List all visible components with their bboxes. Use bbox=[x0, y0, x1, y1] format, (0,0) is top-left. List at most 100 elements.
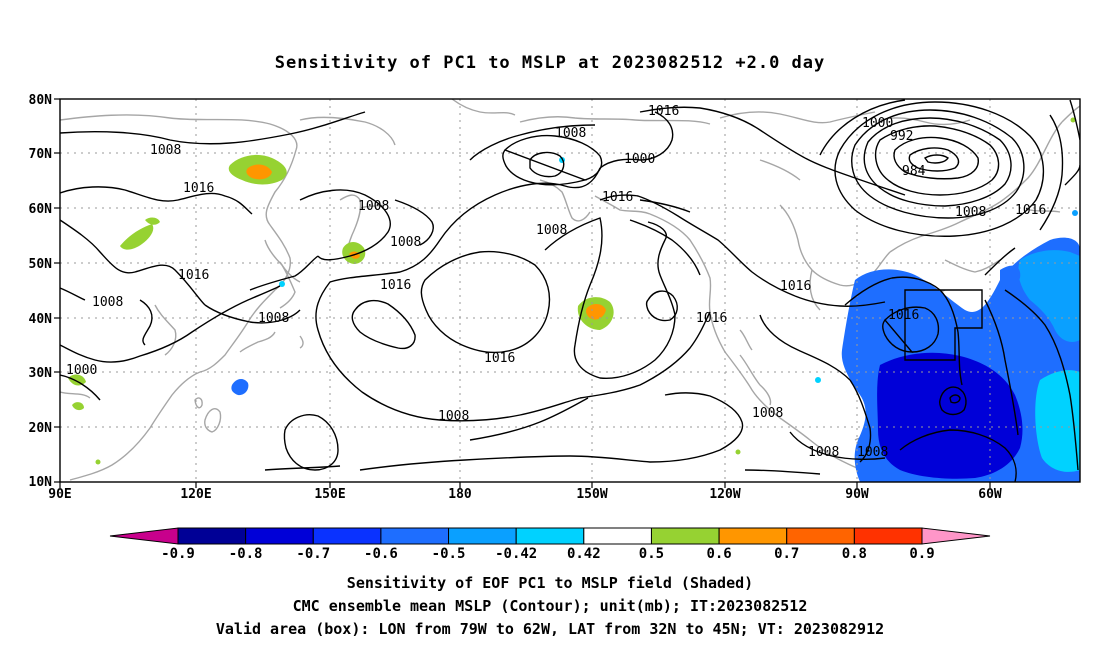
colorbar-label: 0.7 bbox=[774, 546, 799, 562]
colorbar-label: -0.7 bbox=[296, 546, 330, 562]
contour-label: 1016 bbox=[780, 279, 811, 294]
lat-tick-label: 30N bbox=[29, 366, 53, 381]
lat-tick-label: 20N bbox=[29, 421, 53, 436]
colorbar-high-arrow bbox=[921, 527, 991, 545]
positive-spot-north-pacific-core bbox=[586, 304, 606, 320]
contour-label: 1016 bbox=[888, 308, 919, 323]
lon-tick-label: 180 bbox=[448, 487, 472, 502]
colorbar-label: -0.9 bbox=[161, 546, 195, 562]
colorbar-box bbox=[515, 527, 585, 545]
colorbar: -0.9 -0.8 -0.7 -0.6 -0.5 -0.42 0.42 0.5 0.6 0.7 0.… bbox=[109, 527, 991, 562]
positive-spot-west-edge-2 bbox=[72, 402, 84, 411]
lat-tick-label: 10N bbox=[29, 475, 53, 490]
contour-label: 1008 bbox=[536, 223, 567, 238]
contour-label: 1016 bbox=[696, 311, 727, 326]
colorbar-label: -0.8 bbox=[229, 546, 263, 562]
colorbar-label: 0.6 bbox=[706, 546, 731, 562]
lon-tick-label: 60W bbox=[978, 487, 1002, 502]
lon-axis: 90E 120E 150E 180 150W 120W 90W 60W bbox=[48, 487, 1002, 502]
contour-label: 984 bbox=[902, 164, 926, 179]
contour-labels: 1016 1008 1000 1008 1016 1000 992 984 10… bbox=[66, 104, 1046, 460]
contour-label: 1016 bbox=[602, 190, 633, 205]
lat-tick-label: 80N bbox=[29, 93, 53, 108]
lat-tick-label: 40N bbox=[29, 312, 53, 327]
caption-line-2: CMC ensemble mean MSLP (Contour); unit(m… bbox=[293, 597, 808, 615]
contour-label: 1016 bbox=[648, 104, 679, 119]
contour-label: 1008 bbox=[808, 445, 839, 460]
contour-label: 1008 bbox=[150, 143, 181, 158]
lon-tick-label: 150W bbox=[576, 487, 607, 502]
colorbar-low-arrow bbox=[109, 527, 179, 545]
contour-label: 1016 bbox=[183, 181, 214, 196]
positive-spot-siberia-2 bbox=[145, 217, 160, 225]
colorbar-label: -0.6 bbox=[364, 546, 398, 562]
negative-spot-tiny-3 bbox=[815, 377, 821, 383]
colorbar-label: 0.8 bbox=[842, 546, 867, 562]
negative-spot-west-pacific bbox=[231, 379, 249, 396]
valid-area-box bbox=[904, 289, 983, 361]
positive-spot-tiny-3 bbox=[1070, 117, 1076, 123]
contour-label: 1008 bbox=[752, 406, 783, 421]
colorbar-box bbox=[245, 527, 314, 545]
negative-spot-tiny-2 bbox=[279, 281, 285, 287]
lon-tick-label: 90W bbox=[845, 487, 869, 502]
positive-spot-siberia bbox=[120, 224, 154, 250]
colorbar-label: 0.9 bbox=[909, 546, 934, 562]
positive-spot-west-edge bbox=[68, 374, 86, 386]
contour-label: 1016 bbox=[484, 351, 515, 366]
contour-label: 1016 bbox=[1015, 203, 1046, 218]
negative-sensitivity-north bbox=[1000, 265, 1021, 290]
colorbar-box bbox=[650, 527, 720, 545]
colorbar-box bbox=[448, 527, 517, 545]
contour-label: 1000 bbox=[624, 152, 655, 167]
contour-label: 1008 bbox=[358, 199, 389, 214]
contour-label: 1000 bbox=[862, 116, 893, 131]
colorbar-label: 0.5 bbox=[639, 546, 664, 562]
negative-spot-tiny-4 bbox=[1072, 210, 1078, 216]
colorbar-box bbox=[380, 527, 450, 545]
negative-sensitivity-core bbox=[877, 352, 1023, 479]
colorbar-label: -0.42 bbox=[495, 546, 537, 562]
contour-label: 1000 bbox=[66, 363, 97, 378]
negative-sensitivity-light-south bbox=[1035, 370, 1080, 472]
figure-title: Sensitivity of PC1 to MSLP at 2023082512… bbox=[275, 53, 826, 73]
contour-label: 1008 bbox=[955, 205, 986, 220]
contour-label: 1008 bbox=[390, 235, 421, 250]
positive-spot-tiny-2 bbox=[95, 459, 101, 465]
contour-label: 1016 bbox=[380, 278, 411, 293]
lon-tick-label: 120W bbox=[709, 487, 740, 502]
colorbar-box bbox=[786, 527, 855, 545]
contour-label: 1008 bbox=[555, 126, 586, 141]
lon-tick-label: 150E bbox=[314, 487, 345, 502]
lat-tick-label: 60N bbox=[29, 202, 53, 217]
colorbar-box bbox=[583, 527, 652, 545]
map-border bbox=[59, 98, 1081, 483]
lat-tick-label: 50N bbox=[29, 257, 53, 272]
map: 1016 1008 1000 1008 1016 1000 992 984 10… bbox=[29, 93, 1081, 502]
lat-tick-label: 70N bbox=[29, 147, 53, 162]
colorbar-label: -0.5 bbox=[432, 546, 466, 562]
lat-axis: 80N 70N 60N 50N 40N 30N 20N 10N bbox=[29, 93, 53, 490]
colorbar-box bbox=[853, 527, 923, 545]
contour-label: 1016 bbox=[178, 268, 209, 283]
positive-spot-tiny-1 bbox=[735, 449, 741, 455]
contour-label: 992 bbox=[890, 129, 913, 144]
caption-line-3: Valid area (box): LON from 79W to 62W, L… bbox=[216, 620, 884, 638]
coastlines bbox=[60, 99, 1080, 481]
lon-tick-label: 90E bbox=[48, 487, 71, 502]
lon-tick-label: 120E bbox=[180, 487, 211, 502]
sensitivity-shading bbox=[68, 117, 1080, 482]
contour-label: 1008 bbox=[92, 295, 123, 310]
caption-line-1: Sensitivity of EOF PC1 to MSLP field (Sh… bbox=[347, 574, 753, 592]
negative-sensitivity-light-edge bbox=[1018, 250, 1080, 342]
contour-label: 1008 bbox=[258, 311, 289, 326]
colorbar-box bbox=[312, 527, 382, 545]
contour-label: 1008 bbox=[438, 409, 469, 424]
colorbar-box bbox=[177, 527, 247, 545]
contour-label: 1008 bbox=[857, 445, 888, 460]
colorbar-label: 0.42 bbox=[567, 546, 601, 562]
mslp-contours bbox=[60, 99, 1080, 482]
positive-spot-okhotsk-core bbox=[246, 164, 272, 180]
colorbar-box bbox=[718, 527, 788, 545]
